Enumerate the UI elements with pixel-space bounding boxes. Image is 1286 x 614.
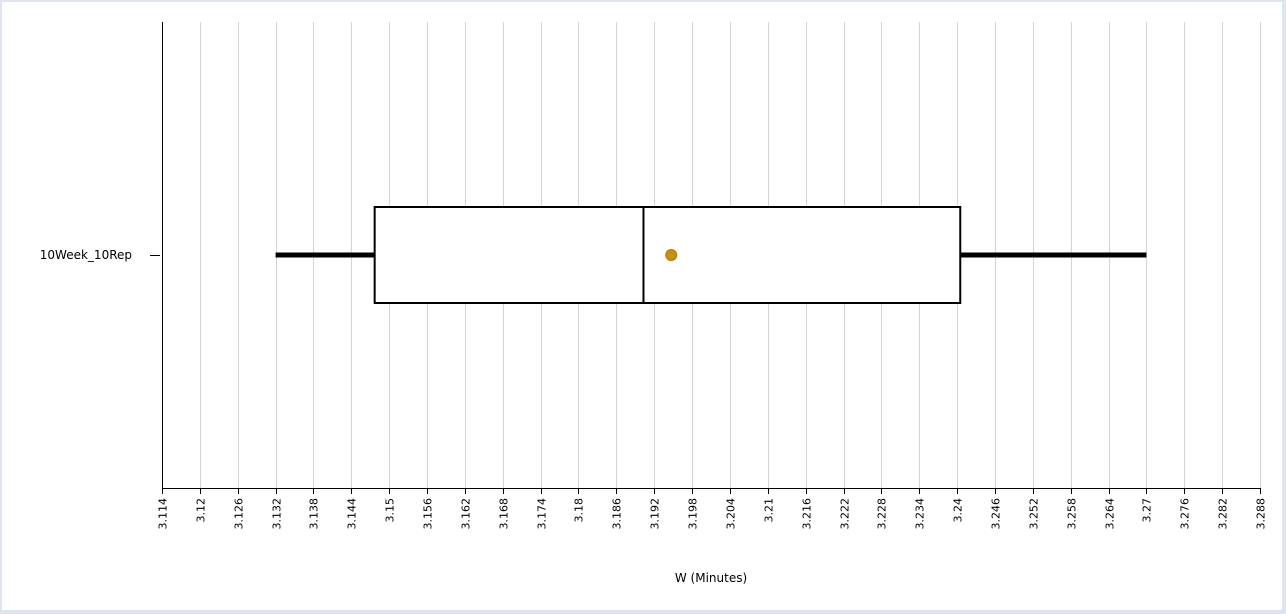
x-tick-label: 3.288 <box>1255 498 1268 530</box>
x-tick-label: 3.156 <box>422 498 435 530</box>
x-tick-label: 3.234 <box>914 498 927 530</box>
x-tick-label: 3.204 <box>725 498 738 530</box>
x-tick-label: 3.192 <box>649 498 662 530</box>
x-tick-label: 3.24 <box>952 498 965 523</box>
x-tick-label: 3.174 <box>536 498 549 530</box>
x-tick-label: 3.246 <box>990 498 1003 530</box>
x-tick-label: 3.15 <box>384 498 397 523</box>
x-tick-label: 3.21 <box>763 498 776 523</box>
x-tick-label: 3.222 <box>839 498 852 530</box>
axis-layer: 3.114 3.12 3.126 3.132 3.138 3.144 3.15 3.156 3.… <box>40 22 1268 530</box>
x-tick-label: 3.12 <box>195 498 208 523</box>
x-tick-label: 3.186 <box>611 498 624 530</box>
x-tick-label: 3.144 <box>346 498 359 530</box>
x-tick-label: 3.138 <box>308 498 321 530</box>
category-label: 10Week_10Rep <box>40 248 132 262</box>
x-tick-label: 3.276 <box>1179 498 1192 530</box>
x-tick-label: 3.228 <box>876 498 889 530</box>
x-tick-label: 3.162 <box>460 498 473 530</box>
x-tick-label: 3.18 <box>573 498 586 523</box>
x-tick-label: 3.258 <box>1066 498 1079 530</box>
box-layer <box>275 206 1147 304</box>
x-tick-label: 3.27 <box>1141 498 1154 523</box>
x-tick-label: 3.264 <box>1104 498 1117 530</box>
x-tick-label: 3.216 <box>801 498 814 530</box>
mean-marker <box>665 249 678 261</box>
x-tick-label: 3.168 <box>498 498 511 530</box>
x-tick-label: 3.114 <box>157 498 170 530</box>
x-tick-label: 3.252 <box>1028 498 1041 530</box>
x-tick-label: 3.126 <box>233 498 246 530</box>
x-tick-label: 3.198 <box>687 498 700 530</box>
x-tick-label: 3.132 <box>271 498 284 530</box>
x-tick-label: 3.282 <box>1217 498 1230 530</box>
x-axis-title: W (Minutes) <box>675 571 747 585</box>
